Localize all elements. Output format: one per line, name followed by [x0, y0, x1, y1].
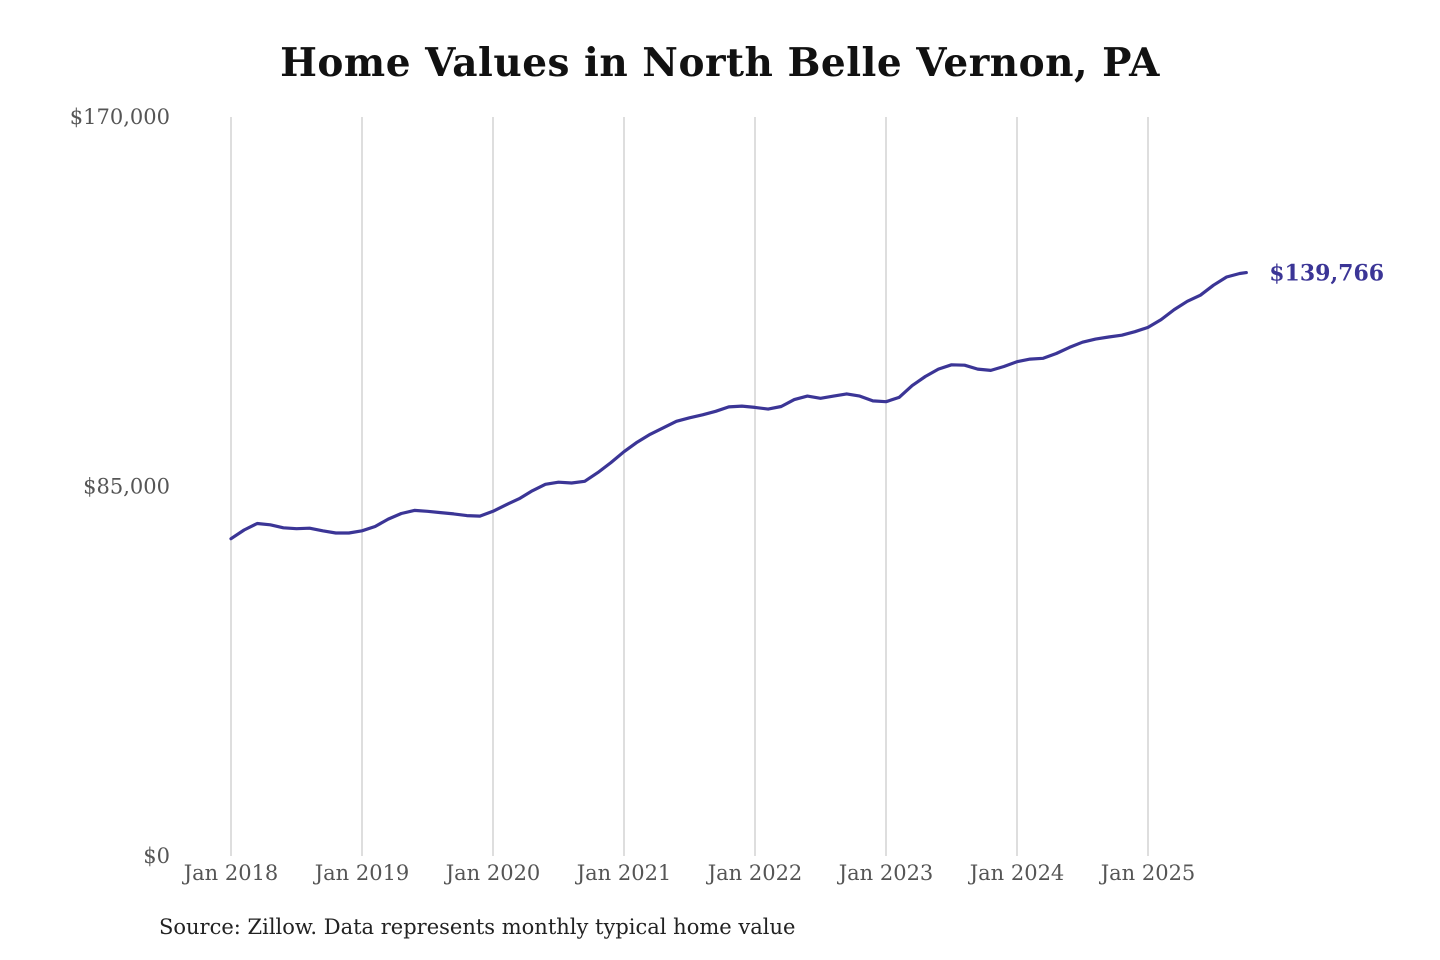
x-tick-label: Jan 2019	[313, 861, 410, 885]
y-tick-label: $85,000	[83, 475, 170, 499]
x-tick-label: Jan 2023	[837, 861, 934, 885]
chart-title: Home Values in North Belle Vernon, PA	[280, 40, 1160, 86]
y-tick-label: $0	[143, 844, 170, 868]
y-tick-label: $170,000	[70, 105, 170, 129]
x-tick-label: Jan 2020	[444, 861, 541, 885]
x-tick-label: Jan 2024	[968, 861, 1065, 885]
gridlines	[230, 117, 1149, 856]
axis-labels: Jan 2018 Jan 2019 Jan 2020 Jan 2021 Jan 2022…	[70, 105, 1196, 885]
x-tick-label: Jan 2022	[706, 861, 803, 885]
annotation-layer: $139,766	[1269, 261, 1384, 287]
end-value-label: $139,766	[1269, 261, 1384, 287]
x-tick-label: Jan 2025	[1099, 861, 1196, 885]
series-layer	[229, 271, 1248, 541]
x-tick-label: Jan 2021	[575, 861, 672, 885]
series-line	[229, 271, 1248, 541]
x-tick-label: Jan 2018	[182, 861, 279, 885]
source-note: Source: Zillow. Data represents monthly …	[159, 915, 796, 939]
